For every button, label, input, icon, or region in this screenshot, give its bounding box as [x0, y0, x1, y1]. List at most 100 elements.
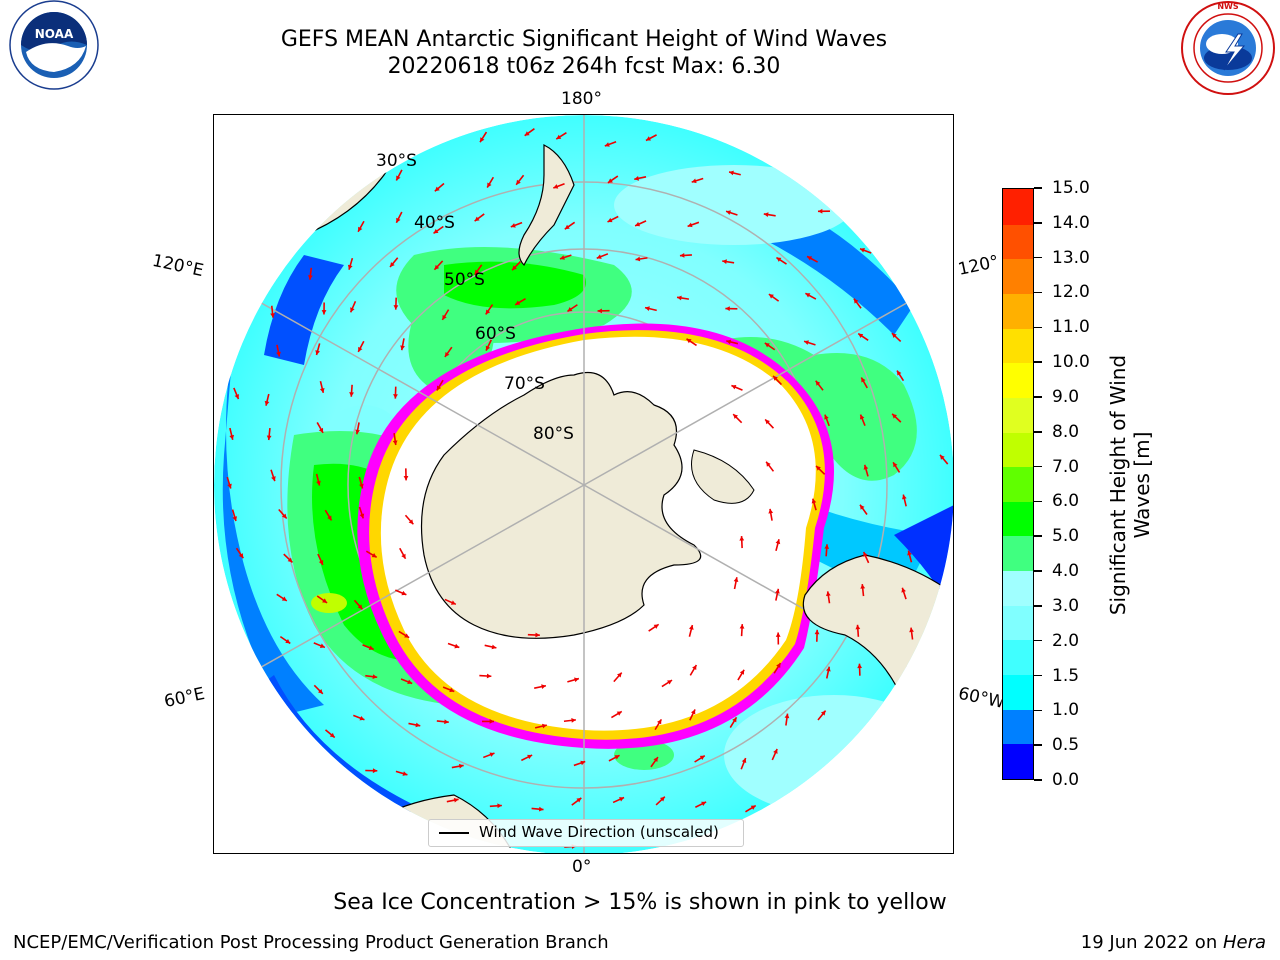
- arrow-head-icon: [281, 513, 287, 519]
- lon-label-60w: 60°W: [956, 683, 1004, 713]
- arrow-head-icon: [287, 557, 293, 563]
- arrow-head-icon: [733, 577, 739, 582]
- arrow-head-icon: [453, 797, 459, 803]
- arrow-head-icon: [480, 137, 485, 143]
- arrow-head-icon: [617, 672, 622, 678]
- arrow-head-icon: [596, 254, 602, 259]
- arrow-head-icon: [392, 440, 398, 445]
- arrow-head-icon: [607, 178, 613, 183]
- arrow-head-icon: [238, 553, 244, 559]
- wind-wave-arrows: [226, 128, 949, 849]
- lon-label-0: 0°: [572, 857, 592, 877]
- arrow-head-icon: [559, 255, 565, 260]
- arrow-head-icon: [807, 256, 813, 261]
- arrow-head-icon: [415, 722, 421, 728]
- arrow-head-icon: [725, 306, 730, 312]
- arrow-head-icon: [824, 544, 830, 549]
- arrow-head-icon: [359, 513, 365, 519]
- colorbar-segment: [1003, 397, 1033, 433]
- lat-label-80s: 80°S: [533, 424, 574, 444]
- lat-label-40s: 40°S: [414, 213, 455, 233]
- map-frame: [213, 114, 954, 854]
- arrow-head-icon: [322, 598, 328, 603]
- colorbar-tick: [1034, 779, 1042, 781]
- arrow-head-icon: [553, 184, 559, 189]
- arrow-head-icon: [368, 645, 374, 650]
- arrow-head-icon: [726, 339, 732, 345]
- arrow-head-icon: [458, 763, 464, 769]
- arrow-head-icon: [401, 590, 407, 596]
- arrow-head-icon: [667, 680, 673, 685]
- arrow-head-icon: [401, 553, 406, 559]
- arrow-head-icon: [538, 806, 544, 812]
- arrow-head-icon: [442, 314, 447, 320]
- arrow-head-icon: [897, 370, 902, 376]
- colorbar-segment: [1003, 328, 1033, 364]
- arrow-head-icon: [285, 638, 291, 644]
- arrow-head-icon: [775, 632, 781, 637]
- colorbar-tick: [1034, 256, 1042, 259]
- arrow-head-icon: [527, 754, 533, 760]
- lat-label-50s: 50°S: [444, 270, 485, 290]
- arrow-head-icon: [349, 392, 354, 397]
- lat-label-60s: 60°S: [475, 324, 516, 344]
- arrow-head-icon: [229, 434, 235, 440]
- arrow-head-icon: [327, 515, 332, 521]
- colorbar-tick-label: 5.0: [1052, 526, 1080, 547]
- arrow-head-icon: [775, 588, 780, 594]
- arrow-head-icon: [510, 223, 516, 228]
- colorbar-tick-label: 11.0: [1052, 317, 1090, 338]
- footer-date: 19 Jun 2022 on Hera: [1080, 932, 1266, 953]
- arrow-head-icon: [264, 400, 270, 406]
- arrow-head-icon: [860, 584, 866, 589]
- colorbar-tick: [1034, 639, 1042, 642]
- colorbar-tick-label: 8.0: [1052, 421, 1080, 442]
- arrow-head-icon: [776, 663, 781, 669]
- noaa-logo: NOAA: [9, 0, 99, 90]
- arrow-head-icon: [901, 587, 906, 593]
- arrow-head-icon: [318, 688, 323, 694]
- arrow-head-icon: [358, 346, 363, 352]
- arrow-head-icon: [768, 294, 774, 299]
- colorbar-tick: [1034, 465, 1042, 468]
- arrow-head-icon: [907, 550, 912, 556]
- arrow-head-icon: [701, 801, 707, 807]
- arrow-head-icon: [814, 629, 820, 635]
- arrow-head-icon: [604, 142, 610, 147]
- arrow-head-icon: [765, 419, 770, 425]
- colorbar-segment: [1003, 743, 1033, 779]
- map-legend: Wind Wave Direction (unscaled): [428, 819, 744, 847]
- colorbar-tick: [1034, 605, 1042, 607]
- arrow-head-icon: [271, 476, 276, 482]
- arrow-head-icon: [358, 226, 363, 232]
- arrow-head-icon: [860, 504, 865, 510]
- arrow-head-icon: [858, 333, 864, 339]
- lat-label-30s: 30°S: [376, 151, 417, 171]
- arrow-head-icon: [679, 253, 685, 258]
- arrow-head-icon: [739, 536, 745, 541]
- arrow-head-icon: [357, 604, 363, 610]
- arrow-head-icon: [404, 633, 410, 638]
- arrow-head-icon: [750, 805, 756, 810]
- colorbar-segment: [1003, 674, 1033, 710]
- arrow-head-icon: [315, 350, 320, 356]
- arrow-head-icon: [855, 624, 861, 630]
- arrow-head-icon: [614, 755, 620, 760]
- antarctica-land: [420, 371, 702, 639]
- arrow-head-icon: [350, 307, 355, 313]
- arrow-head-icon: [820, 710, 826, 716]
- arrow-head-icon: [227, 483, 232, 489]
- wave-band-low: [222, 335, 324, 715]
- arrow-head-icon: [645, 136, 651, 141]
- colorbar-tick: [1034, 361, 1042, 363]
- arrow-head-icon: [733, 414, 738, 419]
- arrow-head-icon: [541, 723, 547, 729]
- arrow-head-icon: [580, 760, 586, 766]
- nws-logo: NWS: [1181, 1, 1275, 95]
- legend-line-icon: [439, 832, 469, 834]
- arrow-head-icon: [266, 435, 272, 441]
- colorbar-tick-label: 12.0: [1052, 282, 1090, 303]
- arrow-head-icon: [653, 624, 659, 629]
- arrow-head-icon: [824, 414, 829, 420]
- colorbar-tick: [1034, 222, 1042, 224]
